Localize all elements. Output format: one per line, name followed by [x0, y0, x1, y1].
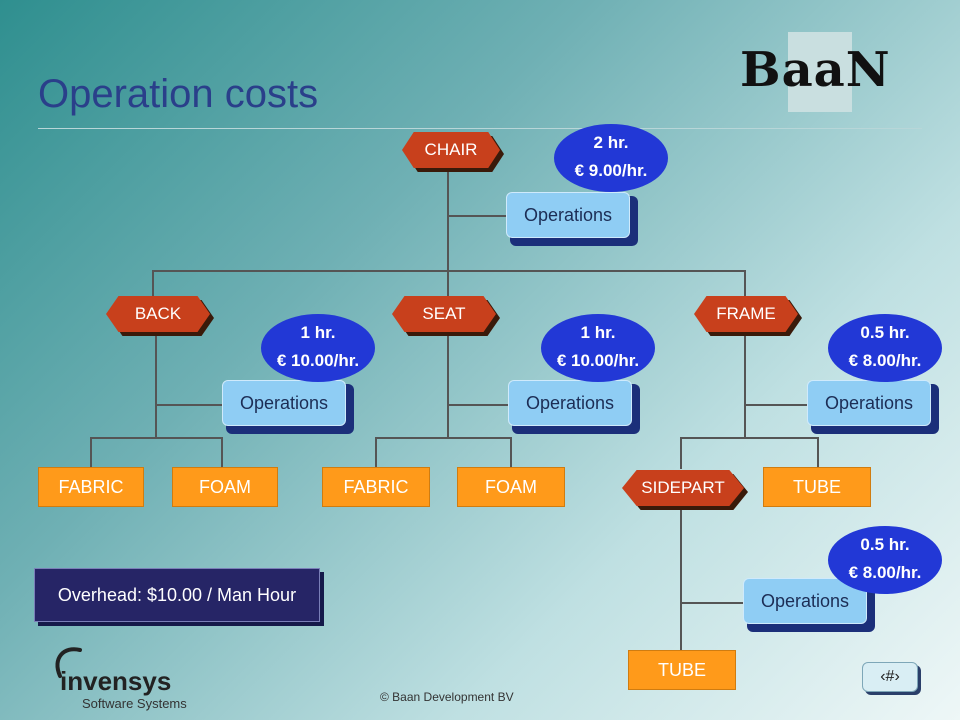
connector	[744, 270, 746, 296]
connector	[90, 437, 92, 467]
cost-chair-rate: € 9.00/hr.	[574, 161, 648, 180]
operations-frame-button[interactable]: Operations	[807, 380, 939, 434]
connector	[375, 437, 511, 439]
invensys-name: invensys	[60, 666, 172, 696]
connector	[744, 333, 746, 437]
connector	[221, 437, 223, 467]
slide-number-button[interactable]: ‹#›	[862, 662, 922, 696]
footer-copyright: © Baan Development BV	[380, 690, 514, 704]
part-sidepart-tube[interactable]: TUBE	[628, 650, 736, 690]
node-seat-label: SEAT	[422, 304, 466, 323]
operations-back-button[interactable]: Operations	[222, 380, 354, 434]
invensys-logo: invensys Software Systems	[42, 640, 242, 712]
node-seat[interactable]: SEAT	[392, 296, 500, 336]
cost-frame-hours: 0.5 hr.	[860, 323, 910, 342]
node-frame-label: FRAME	[716, 304, 776, 323]
connector	[745, 404, 807, 406]
cost-sidepart-hours: 0.5 hr.	[860, 535, 910, 554]
cost-sidepart: 0.5 hr. € 8.00/hr.	[828, 526, 942, 594]
cost-seat: 1 hr. € 10.00/hr.	[541, 314, 655, 382]
node-frame[interactable]: FRAME	[694, 296, 802, 336]
operations-frame-label: Operations	[824, 392, 914, 413]
connector	[90, 437, 222, 439]
part-seat-fabric[interactable]: FABRIC	[322, 467, 430, 507]
cost-frame: 0.5 hr. € 8.00/hr.	[828, 314, 942, 382]
connector	[680, 437, 682, 469]
connector	[375, 437, 377, 467]
baan-logo-text: BaaN	[740, 42, 891, 98]
operations-sidepart-label: Operations	[760, 590, 850, 611]
connector	[447, 270, 449, 296]
cost-sidepart-rate: € 8.00/hr.	[848, 563, 922, 582]
cost-seat-hours: 1 hr.	[580, 323, 616, 342]
slide-number-label: ‹#›	[862, 662, 918, 692]
connector	[447, 170, 449, 270]
connector	[448, 404, 508, 406]
operations-chair-label: Operations	[523, 204, 613, 225]
connector	[448, 215, 506, 217]
part-frame-tube[interactable]: TUBE	[763, 467, 871, 507]
connector	[447, 333, 449, 437]
operations-seat-button[interactable]: Operations	[508, 380, 640, 434]
connector	[681, 602, 743, 604]
overhead-text: Overhead: $10.00 / Man Hour	[57, 584, 297, 605]
operations-seat-label: Operations	[525, 392, 615, 413]
cost-chair: 2 hr. € 9.00/hr.	[554, 124, 668, 192]
node-back[interactable]: BACK	[106, 296, 214, 336]
invensys-subtitle: Software Systems	[82, 696, 187, 711]
node-chair-label: CHAIR	[424, 140, 478, 159]
part-back-foam[interactable]: FOAM	[172, 467, 278, 507]
connector	[152, 270, 154, 296]
connector	[510, 437, 512, 467]
baan-logo: BaaN	[740, 30, 920, 114]
connector	[152, 270, 746, 272]
cost-back-rate: € 10.00/hr.	[276, 351, 360, 370]
node-sidepart-label: SIDEPART	[641, 478, 725, 497]
part-seat-foam[interactable]: FOAM	[457, 467, 565, 507]
node-chair[interactable]: CHAIR	[402, 132, 504, 172]
slide-title: Operation costs	[38, 72, 319, 116]
connector	[155, 333, 157, 437]
title-divider	[38, 128, 922, 129]
cost-back-hours: 1 hr.	[300, 323, 336, 342]
operations-back-label: Operations	[239, 392, 329, 413]
connector	[156, 404, 222, 406]
operations-sidepart-button[interactable]: Operations	[743, 578, 875, 632]
connector	[817, 437, 819, 467]
connector	[680, 437, 818, 439]
node-sidepart[interactable]: SIDEPART	[622, 470, 748, 510]
cost-back: 1 hr. € 10.00/hr.	[261, 314, 375, 382]
baan-logo-backdrop	[788, 32, 852, 112]
operations-chair-button[interactable]: Operations	[506, 192, 638, 246]
cost-seat-rate: € 10.00/hr.	[556, 351, 640, 370]
node-back-label: BACK	[134, 304, 182, 323]
cost-frame-rate: € 8.00/hr.	[848, 351, 922, 370]
invensys-swoosh-icon	[55, 647, 82, 678]
overhead-box: Overhead: $10.00 / Man Hour	[34, 568, 324, 626]
cost-chair-hours: 2 hr.	[593, 133, 629, 152]
part-back-fabric[interactable]: FABRIC	[38, 467, 144, 507]
connector	[680, 510, 682, 650]
